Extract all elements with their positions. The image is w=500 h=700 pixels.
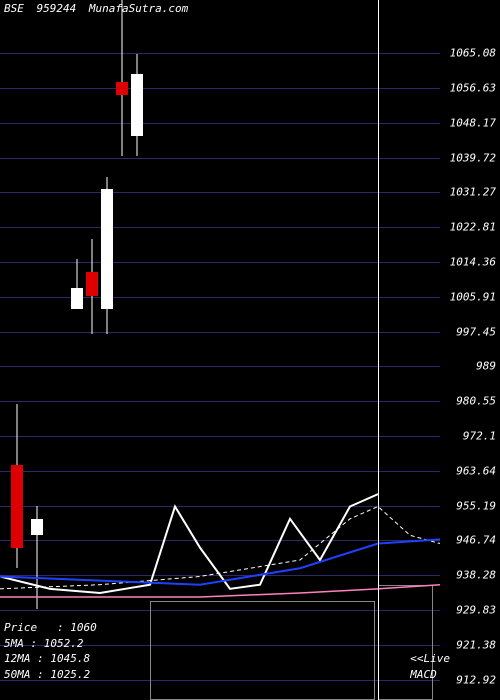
grid-line (0, 401, 440, 402)
symbol-label: 959244 (37, 2, 77, 15)
y-axis-label: 1022.81 (450, 221, 496, 234)
chart-header: BSE 959244 MunafaSutra.com (4, 2, 194, 15)
blue-ma-line (0, 539, 440, 584)
y-axis-label: 972.1 (463, 430, 496, 443)
y-axis-label: 989 (476, 360, 496, 373)
info-price-row: Price : 1060 (4, 620, 97, 635)
current-time-marker (378, 0, 379, 700)
grid-line (0, 53, 440, 54)
y-axis-label: 955.19 (456, 499, 496, 512)
y-axis-label: 929.83 (456, 604, 496, 617)
pink-ma-line (0, 585, 440, 597)
y-axis-label: 1031.27 (450, 186, 496, 199)
y-axis-label: 1065.08 (450, 47, 496, 60)
source-label: MunafaSutra.com (89, 2, 188, 15)
grid-line (0, 506, 440, 507)
grid-line (0, 262, 440, 263)
y-axis-label: 980.55 (456, 395, 496, 408)
price-info-box: Price : 1060 5MA : 1052.2 12MA : 1045.8 … (4, 620, 97, 682)
y-axis-label: 946.74 (456, 534, 496, 547)
y-axis-label: 963.64 (456, 464, 496, 477)
grid-line (0, 436, 440, 437)
grid-line (0, 88, 440, 89)
y-axis-label: 1039.72 (450, 151, 496, 164)
info-5ma-row: 5MA : 1052.2 (4, 636, 97, 651)
grid-line (0, 192, 440, 193)
solid-white-line (0, 494, 378, 593)
info-50ma-row: 50MA : 1025.2 (4, 667, 97, 682)
info-12ma-row: 12MA : 1045.8 (4, 651, 97, 666)
macd-label: <<Live MACD (410, 651, 450, 682)
y-axis-label: 1048.17 (450, 116, 496, 129)
dashed-white-line (0, 506, 440, 588)
y-axis-label: 1056.63 (450, 81, 496, 94)
y-axis-label: 938.28 (456, 569, 496, 582)
grid-line (0, 540, 440, 541)
y-axis-label: 997.45 (456, 325, 496, 338)
exchange-label: BSE (4, 2, 24, 15)
grid-line (0, 332, 440, 333)
subplot-box (150, 601, 375, 700)
y-axis-label: 921.38 (456, 638, 496, 651)
grid-line (0, 471, 440, 472)
grid-line (0, 123, 440, 124)
grid-line (0, 158, 440, 159)
chart-container: BSE 959244 MunafaSutra.com 1065.08 1056.6… (0, 0, 500, 700)
y-axis-label: 1014.36 (450, 256, 496, 269)
grid-line (0, 227, 440, 228)
y-axis-label: 912.92 (456, 673, 496, 686)
subplot-box (378, 585, 433, 700)
grid-line (0, 366, 440, 367)
grid-line (0, 297, 440, 298)
grid-line (0, 575, 440, 576)
y-axis-label: 1005.91 (450, 290, 496, 303)
